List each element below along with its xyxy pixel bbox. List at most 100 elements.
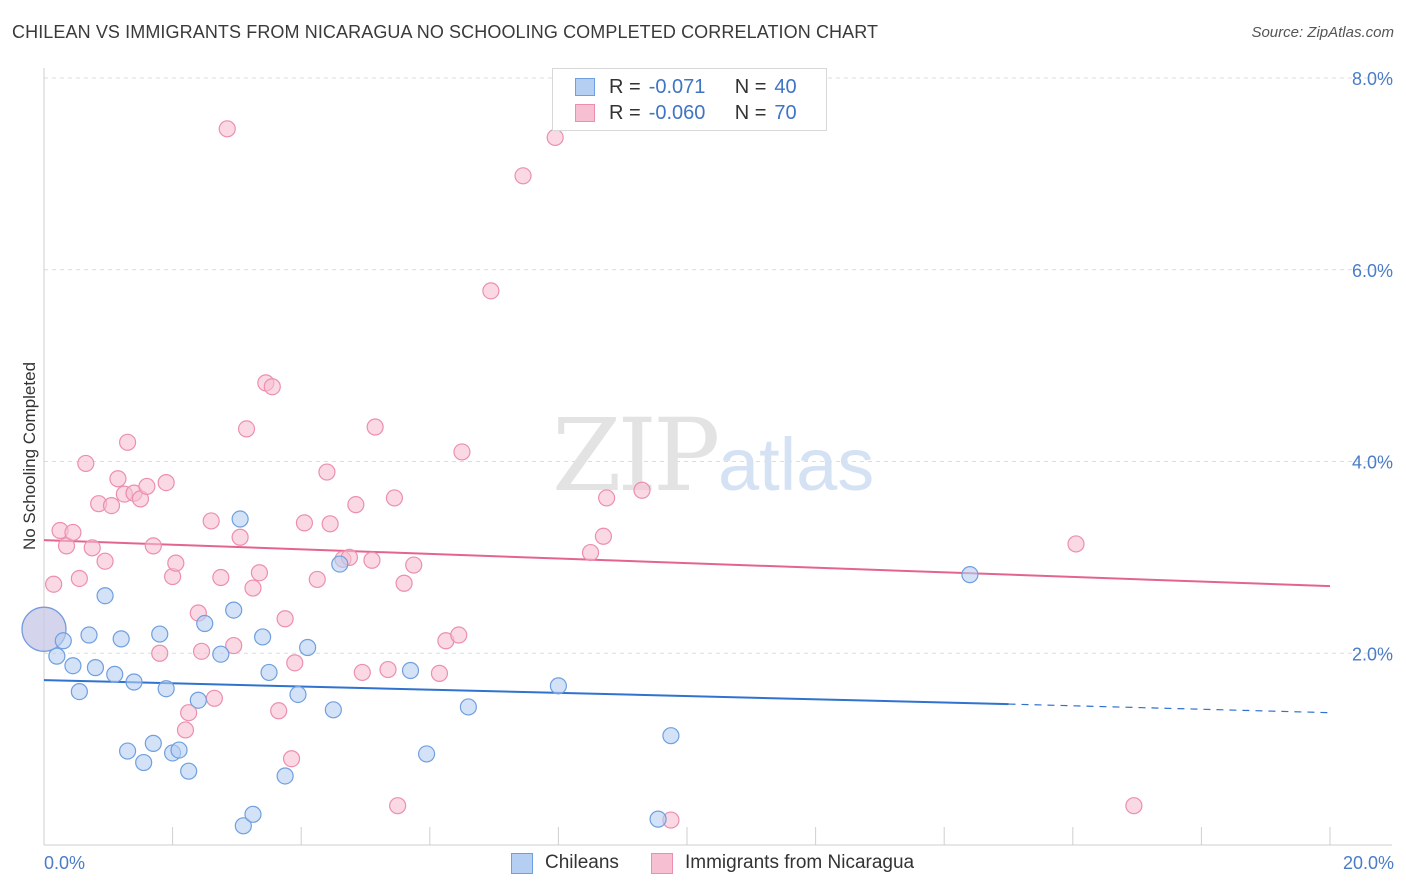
bottom-legend-nicaragua: Immigrants from Nicaragua <box>651 852 914 874</box>
x-tick-label-max: 20.0% <box>1343 853 1394 873</box>
point-nicaragua <box>1067 535 1085 553</box>
point-chilean <box>662 727 680 745</box>
point-chilean <box>649 810 667 828</box>
point-chilean <box>54 632 72 650</box>
point-nicaragua <box>1125 797 1143 815</box>
point-chilean <box>170 741 188 759</box>
point-nicaragua <box>237 420 256 438</box>
point-chilean <box>549 677 568 695</box>
point-nicaragua <box>347 496 365 514</box>
point-chilean <box>244 805 262 823</box>
point-chilean <box>144 734 162 752</box>
point-nicaragua <box>138 477 156 496</box>
point-chilean <box>212 645 230 663</box>
legend-r-value: -0.060 <box>648 101 706 124</box>
point-chilean <box>48 647 66 665</box>
point-nicaragua <box>109 470 127 488</box>
point-nicaragua <box>366 418 384 436</box>
point-nicaragua <box>270 702 288 720</box>
point-nicaragua <box>546 128 564 147</box>
point-chilean <box>157 680 175 698</box>
y-tick-label: 4.0% <box>1352 453 1393 473</box>
legend-swatch-pink <box>575 104 595 122</box>
point-nicaragua <box>405 556 423 574</box>
point-nicaragua <box>96 552 114 570</box>
point-nicaragua <box>77 454 95 473</box>
point-chilean <box>106 665 124 683</box>
bottom-legend-label-chileans: Chileans <box>545 852 619 873</box>
watermark-atlas: atlas <box>718 423 874 506</box>
point-nicaragua <box>385 489 404 507</box>
point-nicaragua <box>308 570 326 589</box>
point-chilean <box>64 657 82 675</box>
point-nicaragua <box>363 551 381 569</box>
point-nicaragua <box>514 167 532 185</box>
point-chilean <box>417 745 436 763</box>
point-nicaragua <box>212 568 230 587</box>
point-nicaragua <box>482 282 500 300</box>
point-chilean <box>254 628 272 646</box>
point-nicaragua <box>151 644 169 662</box>
point-nicaragua <box>286 654 304 672</box>
point-nicaragua <box>102 497 121 515</box>
point-chilean <box>96 587 114 605</box>
point-chilean <box>231 510 249 528</box>
chart-source: Source: ZipAtlas.com <box>1251 24 1394 41</box>
point-nicaragua <box>594 527 613 545</box>
point-chilean <box>299 638 317 657</box>
point-nicaragua <box>192 642 211 660</box>
point-nicaragua <box>389 797 407 815</box>
y-tick-label: 2.0% <box>1352 644 1393 664</box>
point-chilean <box>331 555 349 573</box>
point-nicaragua <box>295 514 314 532</box>
point-chilean <box>234 817 252 835</box>
legend-r-label: R = <box>609 75 641 98</box>
point-chilean <box>70 682 88 701</box>
point-nicaragua <box>167 554 185 572</box>
chart-title: CHILEAN VS IMMIGRANTS FROM NICARAGUA NO … <box>12 22 879 42</box>
point-nicaragua <box>353 663 371 682</box>
point-chilean <box>80 626 98 644</box>
point-chilean <box>276 767 294 785</box>
point-chilean <box>86 659 105 677</box>
legend-n-label: N = <box>734 101 767 124</box>
y-axis-label: No Schooling Completed <box>20 362 39 550</box>
point-nicaragua <box>83 539 101 557</box>
point-nicaragua <box>581 543 600 562</box>
legend-row-chileans: R = -0.071 N = 40 <box>575 75 797 99</box>
bottom-legend-swatch-pink <box>651 852 673 874</box>
point-chilean <box>125 673 143 691</box>
point-chilean <box>401 661 420 680</box>
point-nicaragua <box>379 660 397 679</box>
point-nicaragua <box>321 515 339 533</box>
point-chilean <box>324 701 342 719</box>
trend-lines <box>43 539 1331 714</box>
point-nicaragua <box>157 473 175 492</box>
point-chilean <box>961 566 979 584</box>
point-nicaragua <box>250 564 269 582</box>
trend-line-nicaragua <box>43 539 1331 588</box>
point-nicaragua <box>453 443 471 461</box>
axes <box>43 68 1392 846</box>
point-chilean <box>225 601 243 619</box>
bottom-legend-swatch-blue <box>511 852 533 874</box>
bottom-legend-chileans: Chileans <box>511 852 619 874</box>
point-nicaragua <box>118 433 137 451</box>
point-nicaragua <box>244 579 262 597</box>
point-nicaragua <box>231 528 249 546</box>
point-nicaragua <box>218 120 236 138</box>
point-nicaragua <box>180 704 198 722</box>
point-chilean <box>180 762 198 780</box>
legend-swatch-blue <box>575 78 595 96</box>
y-tick-label: 6.0% <box>1352 261 1393 281</box>
point-chilean <box>151 625 169 643</box>
x-ticks <box>43 827 1331 845</box>
point-chilean <box>118 742 137 760</box>
point-nicaragua <box>430 664 449 682</box>
trend-line-chileans-extrapolated <box>1008 703 1331 714</box>
y-tick-labels: 2.0% 4.0% 6.0% 8.0% <box>1352 69 1393 664</box>
point-nicaragua <box>395 574 413 592</box>
point-nicaragua <box>598 489 616 507</box>
point-chilean <box>189 691 207 709</box>
